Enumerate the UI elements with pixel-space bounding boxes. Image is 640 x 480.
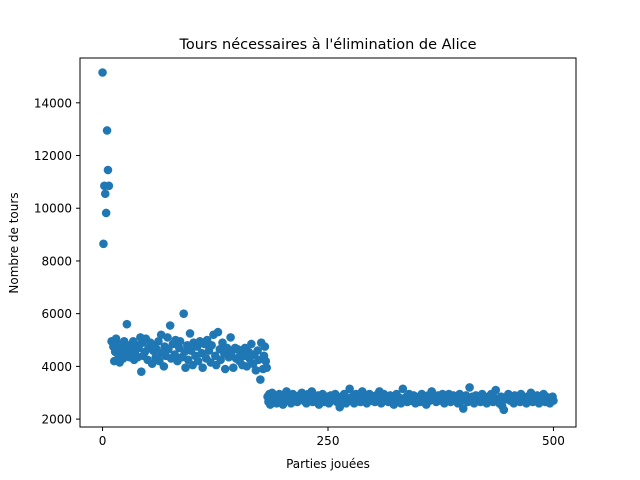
data-point-55 xyxy=(165,321,175,330)
data-point-0 xyxy=(98,68,107,77)
data-point-41 xyxy=(147,359,157,369)
y-tick-label: 6000 xyxy=(41,307,72,321)
points-group xyxy=(98,68,558,415)
x-tick-label: 250 xyxy=(317,434,340,448)
data-point-309 xyxy=(549,396,558,405)
y-tick-label: 4000 xyxy=(41,360,72,374)
data-point-88 xyxy=(213,327,223,337)
data-point-84 xyxy=(207,340,216,350)
y-tick-label: 8000 xyxy=(41,254,72,268)
data-point-96 xyxy=(226,333,235,342)
data-point-69 xyxy=(185,329,195,338)
data-point-212 xyxy=(398,384,408,394)
data-point-254 xyxy=(465,383,474,392)
data-point-1 xyxy=(99,239,108,249)
data-point-78 xyxy=(198,363,207,373)
data-point-66 xyxy=(181,363,190,373)
chart-title: Tours nécessaires à l'élimination de Ali… xyxy=(178,37,476,53)
data-point-122 xyxy=(262,363,271,373)
data-point-98 xyxy=(229,363,238,373)
data-point-113 xyxy=(251,366,261,375)
data-point-178 xyxy=(345,384,354,394)
x-tick-label: 500 xyxy=(542,434,565,448)
data-point-50 xyxy=(159,362,169,371)
data-point-250 xyxy=(458,404,468,413)
y-tick-label: 10000 xyxy=(34,202,72,216)
data-point-53 xyxy=(163,333,172,342)
data-point-46 xyxy=(154,337,163,346)
data-point-90 xyxy=(216,355,225,365)
data-point-4 xyxy=(101,208,111,218)
data-point-116 xyxy=(256,375,265,384)
data-point-5 xyxy=(102,126,112,135)
data-point-22 xyxy=(122,319,132,329)
data-point-75 xyxy=(193,356,203,366)
data-point-6 xyxy=(103,165,113,175)
data-point-271 xyxy=(491,385,501,395)
y-axis-label: Nombre de tours xyxy=(7,192,21,293)
y-tick-label: 2000 xyxy=(41,413,72,427)
data-point-172 xyxy=(335,402,345,412)
data-point-93 xyxy=(220,364,230,374)
y-tick-label: 12000 xyxy=(34,149,72,163)
data-point-120 xyxy=(260,342,270,351)
data-point-12 xyxy=(111,334,121,344)
plot-frame xyxy=(79,57,577,428)
data-point-33 xyxy=(137,367,146,376)
data-point-110 xyxy=(247,339,256,349)
data-point-7 xyxy=(104,181,114,191)
data-point-58 xyxy=(170,350,179,359)
data-point-276 xyxy=(499,405,509,415)
data-point-121 xyxy=(261,356,271,366)
x-axis: 0 250 500 xyxy=(99,427,565,448)
y-axis: 2000 4000 6000 8000 10000 12000 14000 xyxy=(34,96,80,427)
data-point-114 xyxy=(253,346,262,355)
data-point-64 xyxy=(179,309,189,318)
data-point-62 xyxy=(175,337,185,346)
x-tick-label: 0 xyxy=(99,434,107,448)
y-tick-label: 14000 xyxy=(34,96,72,110)
data-point-3 xyxy=(100,189,110,199)
x-axis-label: Parties jouées xyxy=(286,457,370,471)
